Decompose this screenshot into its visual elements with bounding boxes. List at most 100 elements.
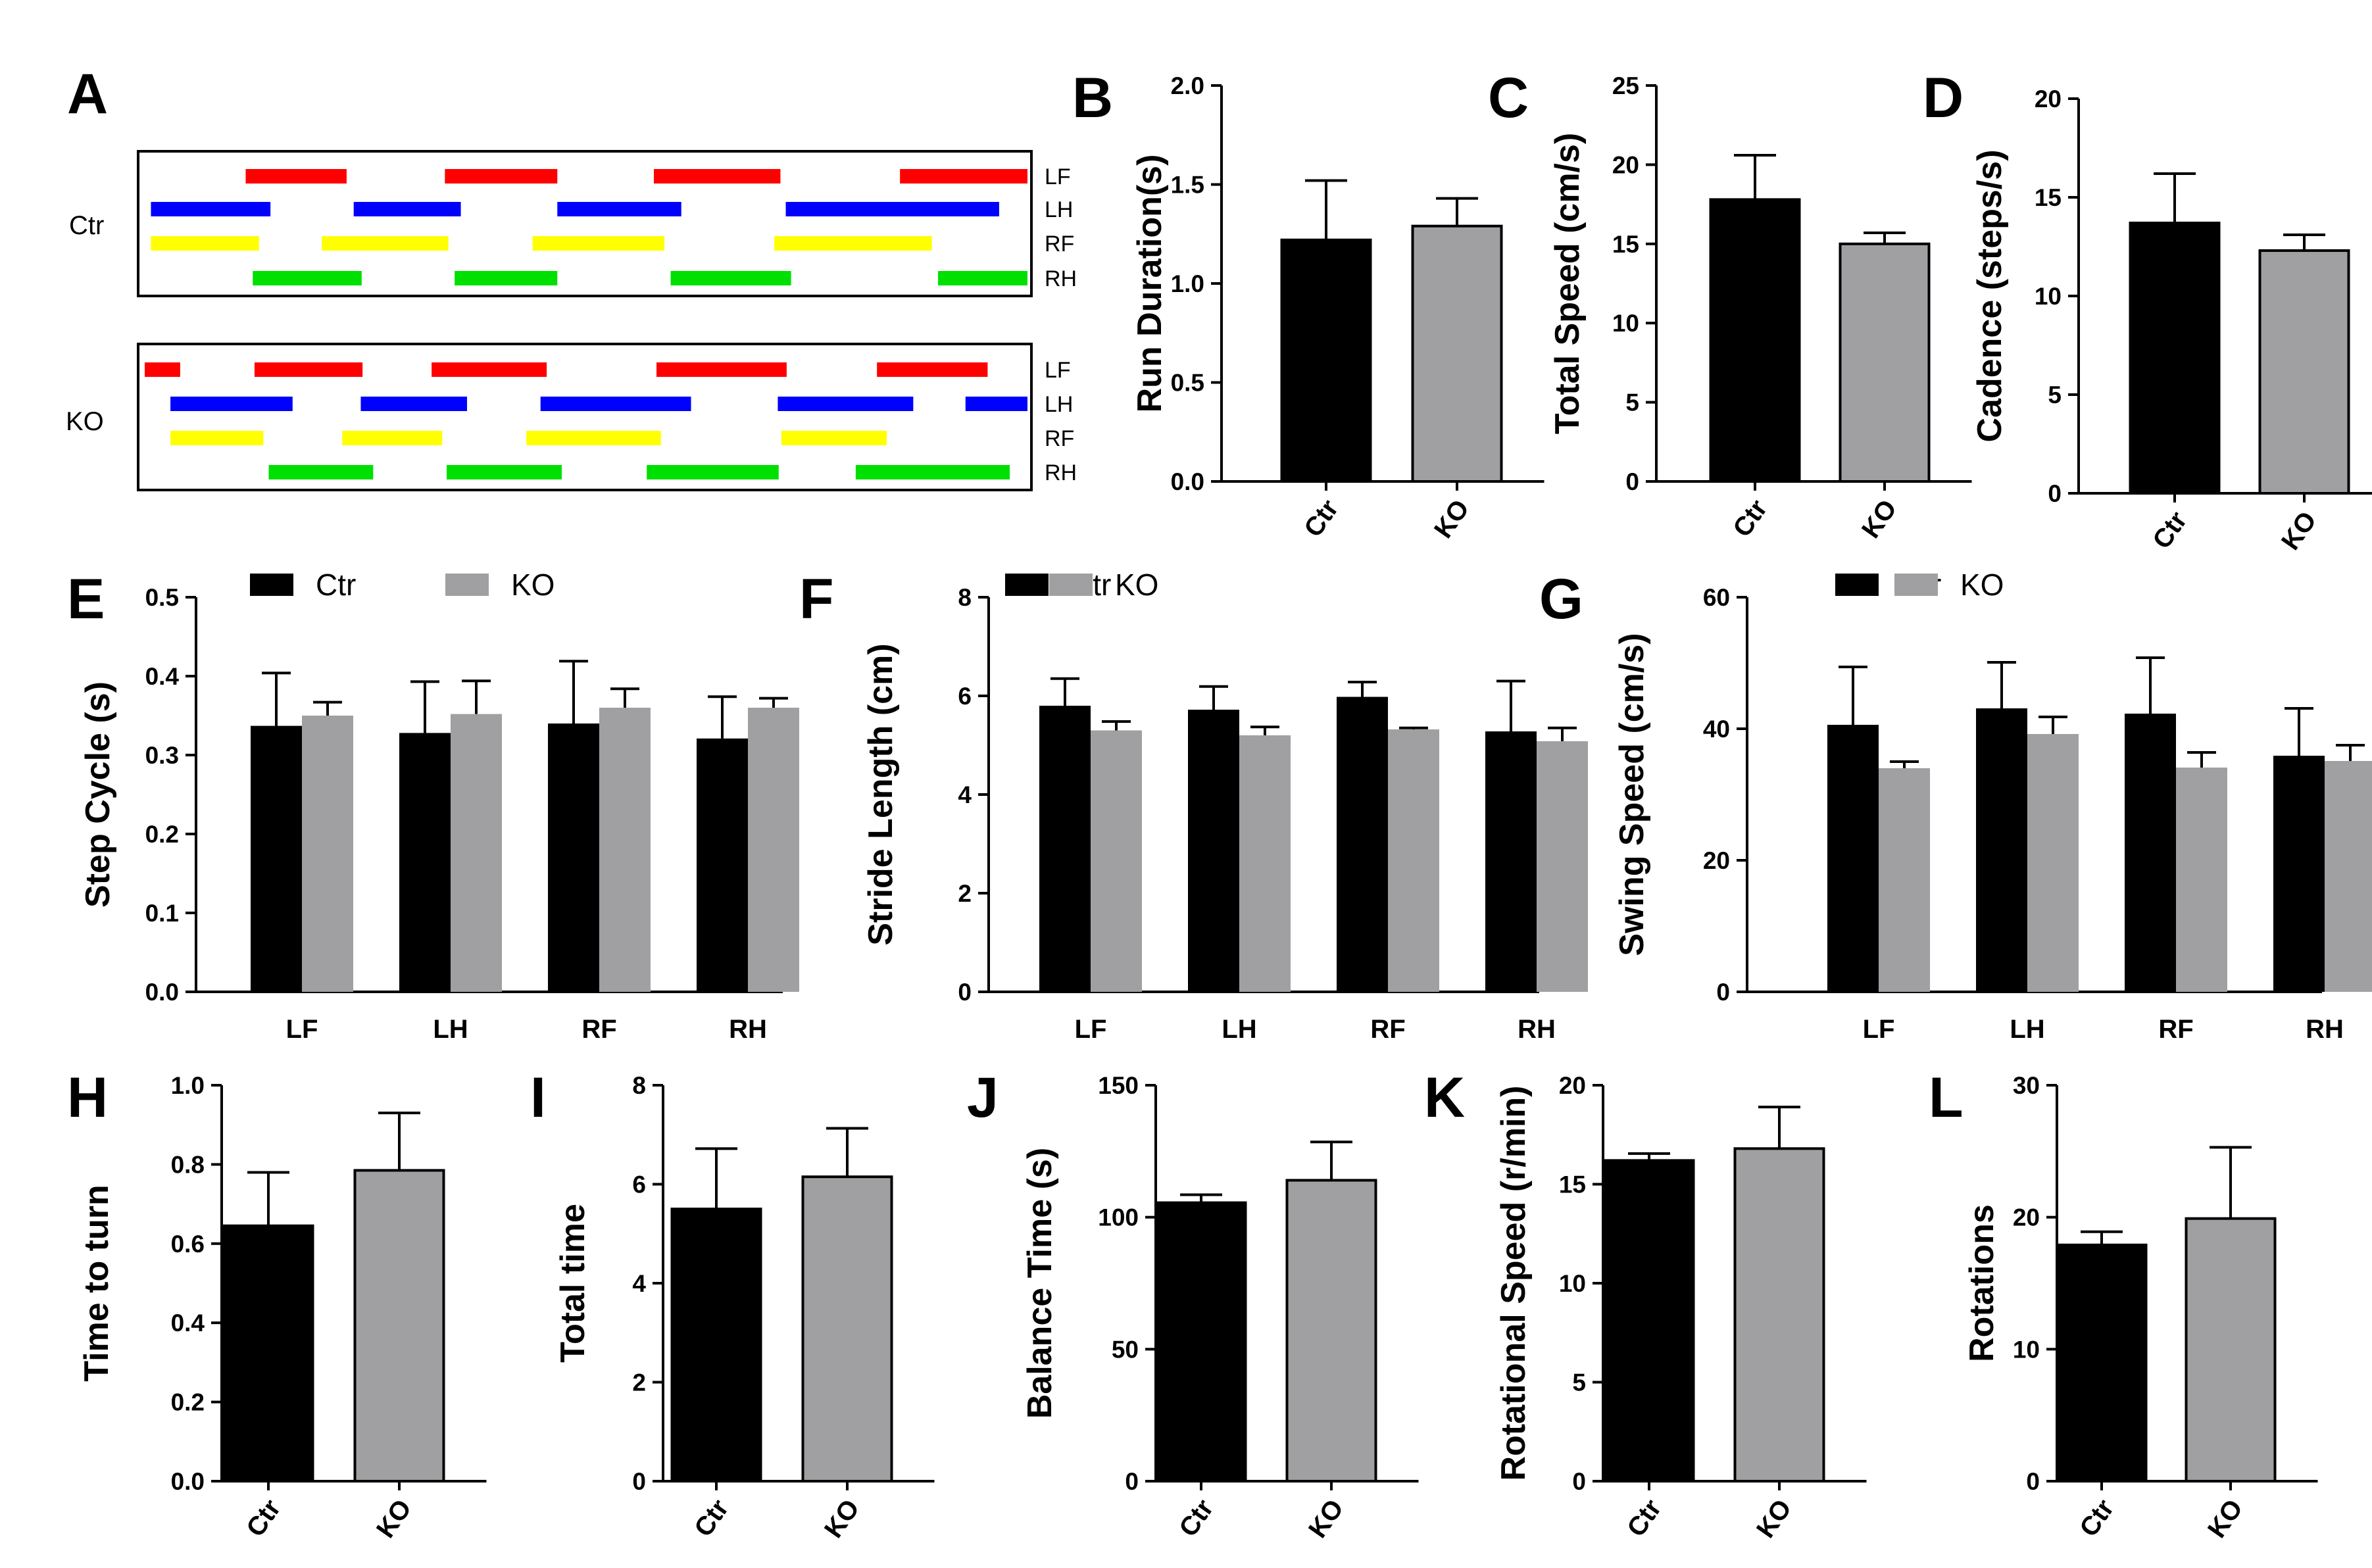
y-tick-label: 6 [958,683,972,710]
x-tick-label: RF [1370,1015,1405,1044]
stance-rh [447,465,562,479]
panel-label: K [1424,1066,1465,1129]
panel-e: 0.0 0.1 0.2 0.3 0.4 0.5 Step Cycle (s) E LF LH RF R… [67,568,799,1044]
y-tick-label: 0 [1125,1468,1139,1495]
bar-ctr-rh [1485,731,1537,992]
stance-rf [322,236,449,251]
y-tick-label: 10 [1612,310,1639,337]
y-tick-label: 10 [2035,283,2062,310]
y-axis-label: Total time [554,1204,592,1363]
stance-rh [670,271,791,285]
y-tick-label: 2.0 [1171,72,1204,99]
bar-ko [2258,249,2350,495]
stance-lh [170,397,293,411]
group-label: KO [66,407,104,436]
x-tick-label: Ctr [1621,1494,1667,1542]
bar-ctr [2056,1243,2148,1482]
bar-ctr-lf [251,725,302,992]
x-tick-label: KO [371,1494,417,1543]
bar-ctr [1603,1159,1695,1482]
limb-label: LH [1045,197,1073,222]
gait-frame [137,343,1033,491]
panel-label: D [1923,66,1964,130]
panel-label: A [67,62,108,126]
panel-label: L [1929,1066,1964,1129]
bar-ko-lf [1091,730,1142,992]
bar-ctr [1280,238,1372,483]
y-tick-label: 40 [1703,716,1730,743]
y-tick-label: 0.0 [145,979,179,1006]
x-tick-label: LH [433,1015,468,1044]
y-tick-label: 0 [2048,480,2062,507]
legend-swatch-ctr [250,574,293,596]
x-tick-label: Ctr [2074,1494,2119,1542]
bar-ko-lf [1879,768,1930,992]
gait-ctr: Ctr LF LH RF RH [69,150,1077,297]
bar-ko-rf [2176,768,2227,992]
stance-rh [253,271,362,285]
panel-label: I [530,1066,546,1129]
stance-lf [254,362,363,377]
bar-ko-rh [2325,761,2372,992]
bar-ko-lh [1239,735,1291,992]
bar-ctr-rf [2125,714,2176,992]
y-tick-label: 0.4 [145,663,180,690]
bar-ctr-rh [697,738,748,992]
y-tick-label: 0 [2026,1468,2040,1495]
stance-lh [151,202,271,216]
legend-swatch-ko [1894,574,1938,596]
y-tick-label: 60 [1703,584,1730,611]
y-tick-label: 20 [1612,151,1639,178]
y-tick-label: 0 [958,979,972,1006]
legend-label-ko: KO [1115,568,1158,602]
x-tick-label: RH [2306,1015,2344,1044]
y-tick-label: 10 [1559,1270,1586,1297]
y-tick-label: 0.2 [171,1389,205,1416]
y-tick-label: 4 [958,781,972,808]
stance-lh [360,397,467,411]
legend-swatch-ctr [1835,574,1879,596]
y-tick-label: 20 [2035,86,2062,112]
bar-ctr [1155,1201,1247,1483]
y-axis-label: Rotational Speed (r/min) [1495,1086,1533,1481]
panel-label: E [67,568,105,631]
stance-rh [455,271,558,285]
gait-frame [137,150,1033,297]
stance-rh [938,271,1027,285]
panel-label: C [1488,66,1529,130]
bar-ctr-lf [1039,706,1091,992]
panel-label: J [967,1066,999,1129]
y-tick-label: 150 [1098,1072,1139,1099]
panel-label: F [799,568,834,631]
bar-ko-lh [451,714,502,992]
y-axis-label: Run Duration(s) [1131,155,1169,413]
bar-ko [1411,224,1503,483]
y-tick-label: 0.2 [145,821,179,848]
limb-label: RH [1045,266,1077,291]
y-tick-label: 10 [2013,1336,2040,1363]
panel-b: 0.0 0.5 1.0 1.5 2.0 Run Duration(s) B Ctr KO [1072,66,1544,543]
stance-rf [774,236,932,251]
y-tick-label: 20 [1703,847,1730,874]
bar-ctr-lh [1976,708,2027,992]
stance-lf [245,169,347,184]
legend-label-ctr: Ctr [316,568,356,602]
x-tick-label: Ctr [241,1494,286,1542]
stance-lf [445,169,558,184]
y-axis-label: Stride Length (cm) [862,643,900,945]
bar-ko-rf [1388,729,1439,992]
y-tick-label: 0 [1716,979,1730,1006]
panel-h: 0.0 0.2 0.4 0.6 0.8 1.0 Time to turn H Ctr KO [67,1066,487,1543]
y-tick-label: 15 [1612,231,1639,258]
limb-label: RH [1045,460,1077,485]
stance-rf [526,431,661,445]
limb-label: RF [1045,232,1074,257]
stance-rf [342,431,443,445]
y-tick-label: 2 [958,880,972,907]
x-tick-label: LF [1075,1015,1107,1044]
stance-rf [781,431,887,445]
bar-ko [353,1169,445,1483]
y-tick-label: 8 [958,584,972,611]
